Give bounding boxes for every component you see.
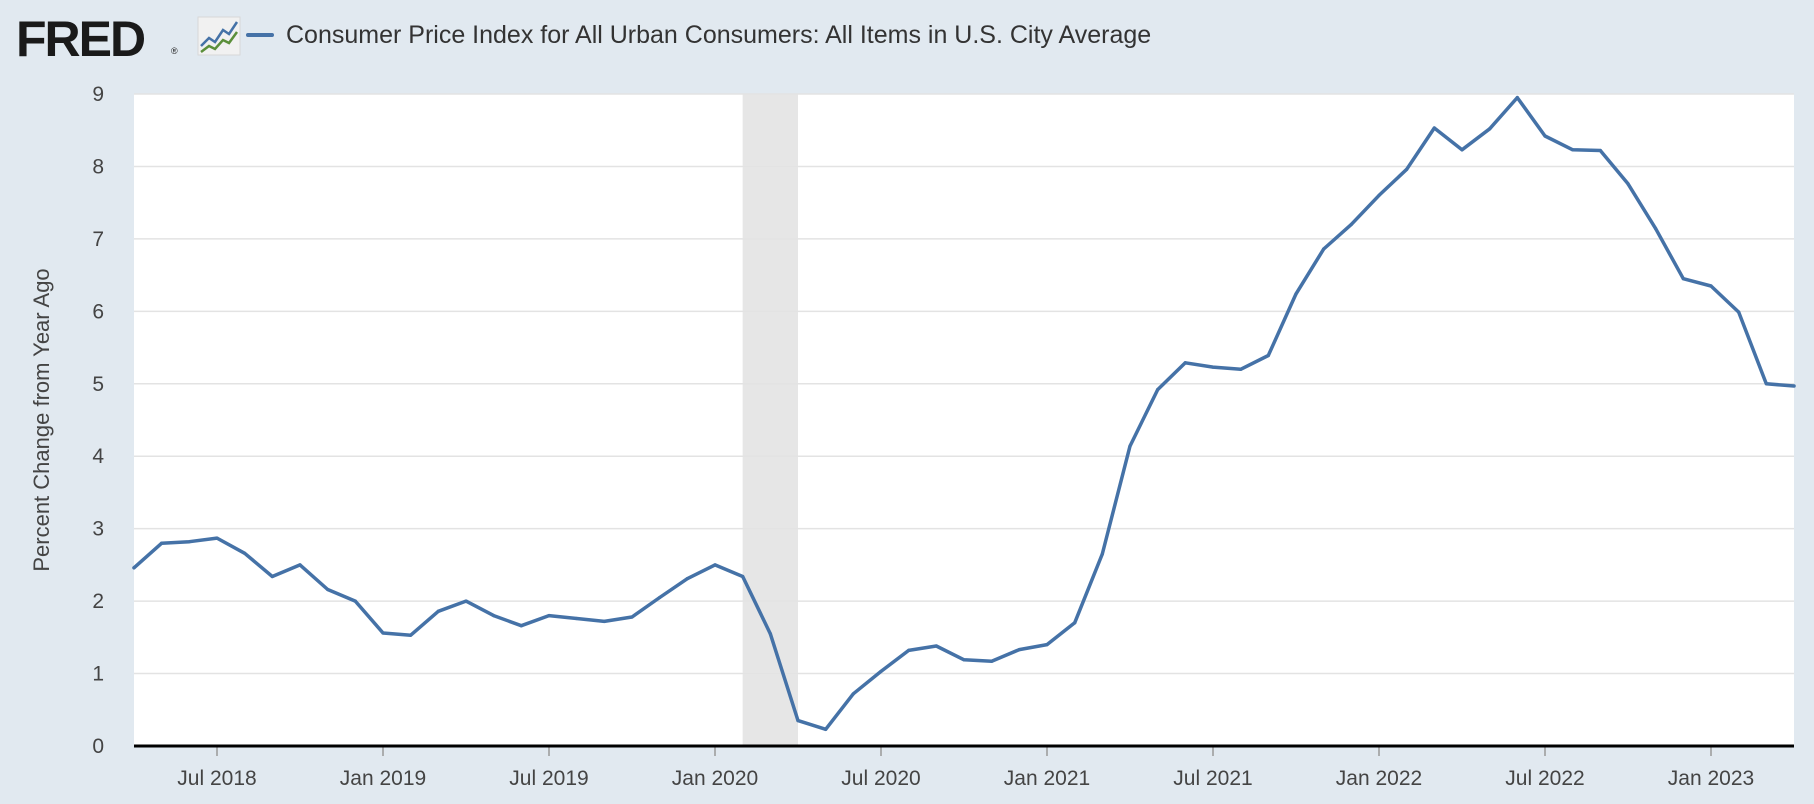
data-point[interactable]: [1488, 127, 1492, 131]
data-point[interactable]: [243, 551, 247, 555]
series-layer: [132, 95, 1796, 732]
data-point[interactable]: [409, 633, 413, 637]
data-point[interactable]: [1571, 148, 1575, 152]
legend-series-label: Consumer Price Index for All Urban Consu…: [286, 20, 1152, 49]
data-point[interactable]: [1764, 382, 1768, 386]
data-point[interactable]: [1266, 353, 1270, 358]
data-point[interactable]: [1349, 222, 1353, 226]
data-point[interactable]: [1543, 134, 1547, 138]
data-point[interactable]: [1017, 648, 1021, 652]
data-point[interactable]: [824, 727, 828, 731]
fred-logo-text: FRED: [16, 11, 146, 67]
data-point[interactable]: [326, 587, 330, 592]
data-point[interactable]: [602, 619, 606, 623]
data-point[interactable]: [1626, 182, 1630, 186]
x-tick-label: Jan 2020: [672, 767, 758, 790]
data-point[interactable]: [768, 632, 772, 636]
data-point[interactable]: [796, 719, 800, 723]
recession-shading-layer: [742, 94, 798, 746]
data-point[interactable]: [215, 536, 219, 540]
data-point[interactable]: [132, 566, 136, 570]
data-point[interactable]: [879, 669, 883, 673]
data-point[interactable]: [1073, 621, 1077, 625]
data-point[interactable]: [519, 624, 523, 628]
gridlines: [134, 93, 1794, 675]
y-tick-label: 0: [92, 735, 104, 758]
data-point[interactable]: [270, 574, 274, 579]
x-tick-label: Jul 2019: [509, 767, 588, 790]
data-point[interactable]: [1239, 367, 1243, 371]
x-axis-ticks: Jul 2018 Jan 2019 Jul 2019 Jan 2020 Jul 2020…: [177, 746, 1754, 790]
data-point[interactable]: [1183, 361, 1187, 365]
data-point[interactable]: [547, 614, 551, 618]
data-point[interactable]: [1294, 292, 1298, 296]
legend[interactable]: Consumer Price Index for All Urban Consu…: [246, 18, 1151, 52]
data-point[interactable]: [658, 595, 662, 600]
data-point[interactable]: [1432, 126, 1436, 130]
chart-header: FRED ® Consumer Price Index for All Urba…: [0, 0, 1814, 80]
fred-logo-graph-icon: [197, 16, 241, 56]
x-tick-label: Jan 2023: [1668, 767, 1754, 790]
data-point[interactable]: [1681, 277, 1685, 281]
y-axis-label: Percent Change from Year Ago: [29, 268, 54, 571]
y-tick-label: 9: [92, 83, 104, 106]
y-tick-label: 1: [92, 663, 104, 686]
fred-logo-registered: ®: [171, 46, 178, 56]
data-point[interactable]: [1100, 552, 1104, 556]
recession-band: [742, 94, 798, 746]
y-tick-label: 4: [92, 445, 104, 468]
x-tick-label: Jul 2021: [1173, 767, 1252, 790]
data-point[interactable]: [575, 616, 579, 621]
y-tick-label: 3: [92, 518, 104, 541]
data-point[interactable]: [1654, 227, 1658, 231]
data-point[interactable]: [1322, 247, 1326, 251]
data-point[interactable]: [685, 577, 689, 581]
data-point[interactable]: [1598, 148, 1602, 153]
y-tick-label: 7: [92, 228, 104, 251]
data-point[interactable]: [630, 615, 634, 619]
data-point[interactable]: [464, 599, 468, 603]
y-axis-ticks: 0 1 2 3 4 5 6 7 8 9: [92, 83, 104, 758]
x-tick-label: Jan 2022: [1336, 767, 1422, 790]
data-point[interactable]: [1045, 642, 1049, 647]
x-tick-label: Jul 2022: [1505, 767, 1584, 790]
data-point[interactable]: [436, 609, 440, 613]
data-point[interactable]: [1709, 284, 1713, 288]
data-point[interactable]: [962, 658, 966, 662]
x-tick-label: Jul 2020: [841, 767, 920, 790]
data-point[interactable]: [1515, 96, 1519, 100]
data-point[interactable]: [990, 659, 994, 663]
data-point[interactable]: [1377, 193, 1381, 198]
data-point[interactable]: [851, 692, 855, 696]
plot-background: [134, 94, 1794, 746]
data-point[interactable]: [713, 563, 717, 567]
data-point[interactable]: [934, 644, 938, 648]
data-point[interactable]: [907, 648, 911, 652]
data-point[interactable]: [1156, 387, 1160, 392]
y-tick-label: 2: [92, 590, 104, 613]
data-point[interactable]: [1211, 365, 1215, 369]
x-tick-label: Jan 2021: [1004, 767, 1090, 790]
x-tick-label: Jul 2018: [177, 767, 256, 790]
data-point[interactable]: [1460, 148, 1464, 152]
legend-series-swatch: [246, 33, 274, 37]
data-point[interactable]: [1737, 310, 1741, 314]
data-point[interactable]: [353, 599, 357, 603]
data-point[interactable]: [187, 540, 191, 544]
data-point[interactable]: [1128, 444, 1132, 448]
y-tick-label: 5: [92, 373, 104, 396]
data-point[interactable]: [160, 541, 164, 545]
data-point[interactable]: [298, 563, 302, 567]
data-point[interactable]: [1792, 384, 1796, 388]
x-tick-label: Jan 2019: [340, 767, 426, 790]
data-point[interactable]: [381, 631, 385, 635]
y-tick-label: 6: [92, 300, 104, 323]
data-point[interactable]: [492, 614, 496, 618]
data-point[interactable]: [1405, 167, 1409, 171]
data-point[interactable]: [741, 574, 745, 579]
y-tick-label: 8: [92, 155, 104, 178]
